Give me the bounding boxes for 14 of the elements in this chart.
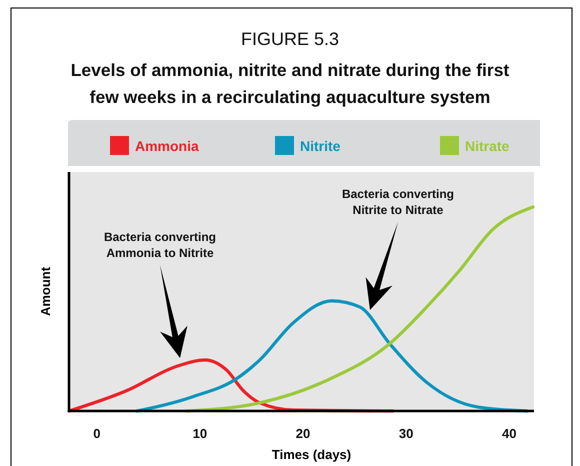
- x-axis-title: Times (days): [272, 447, 352, 462]
- x-tick-label: 0: [93, 426, 100, 441]
- x-tick-label: 20: [296, 426, 310, 441]
- legend-label: Ammonia: [135, 138, 199, 154]
- legend-label: Nitrite: [300, 138, 341, 154]
- y-axis-title: Amount: [38, 266, 53, 316]
- chart-subtitle: Levels of ammonia, nitrite and nitrate during the first few weeks in a recirculating aquaculture system: [70, 60, 510, 107]
- x-tick-label: 30: [398, 426, 414, 441]
- x-tick-label: 10: [192, 426, 208, 441]
- annotation: Bacteria converting Nitrite to Nitrate: [342, 187, 454, 217]
- legend-label: Nitrate: [465, 138, 510, 154]
- annotation: Bacteria converting Ammonia to Nitrite: [104, 230, 216, 260]
- x-tick-label: 40: [502, 426, 516, 441]
- chart-title: FIGURE 5.3: [240, 29, 340, 49]
